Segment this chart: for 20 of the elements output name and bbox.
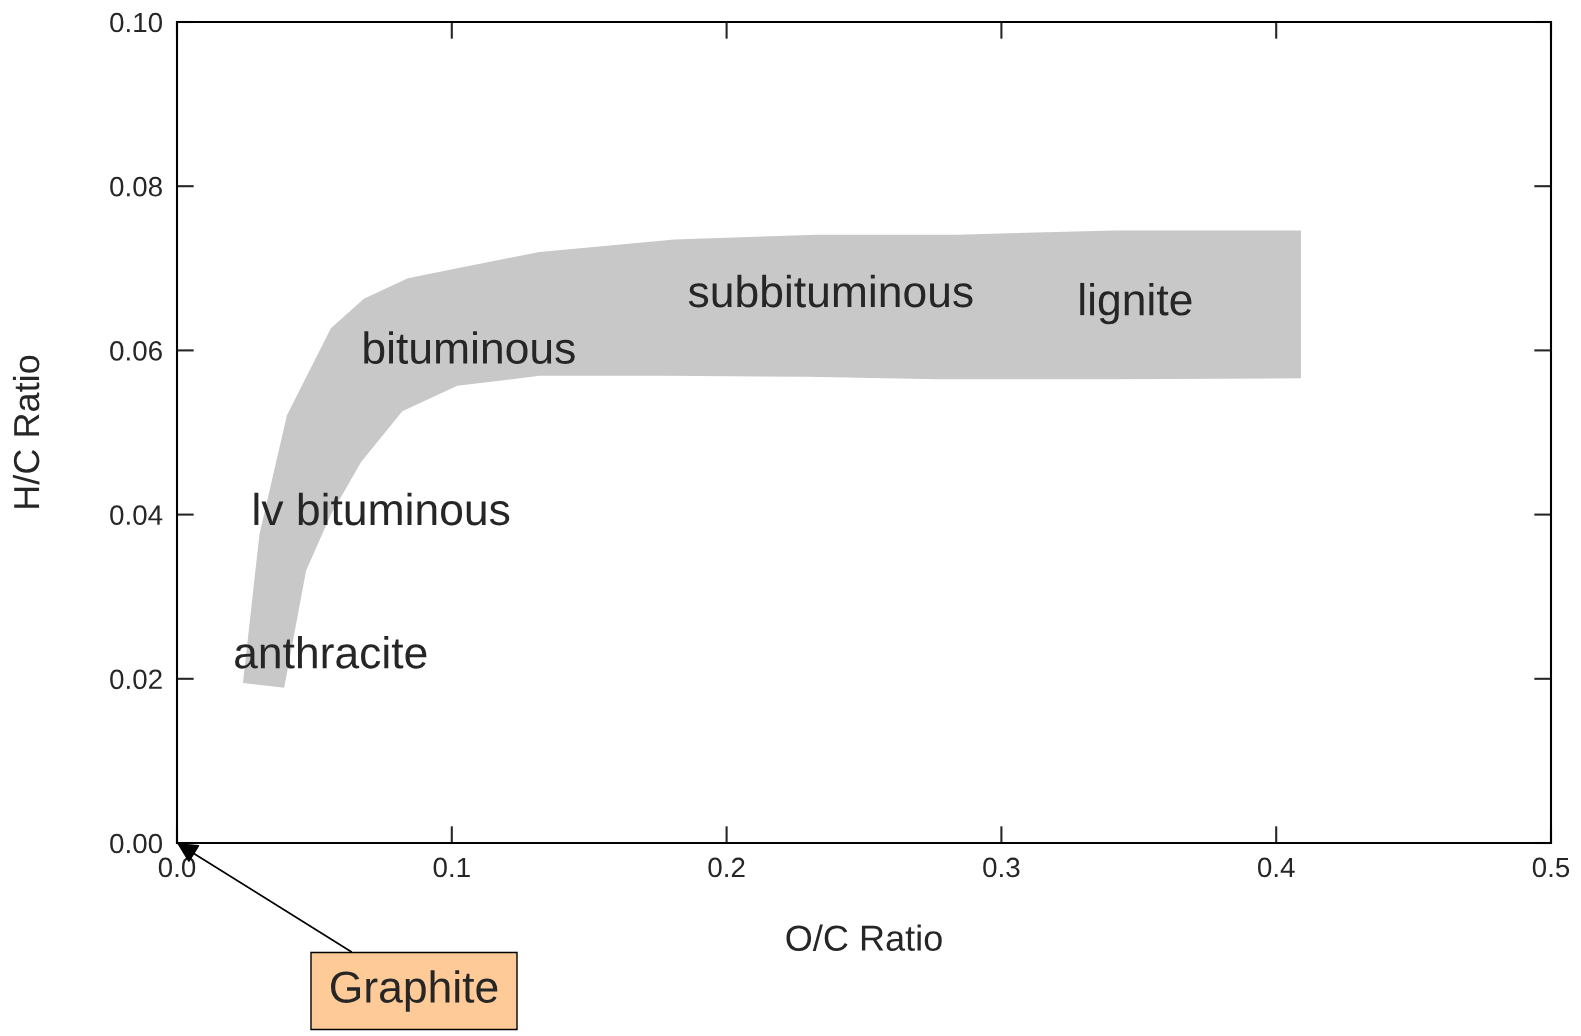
x-tick-label: 0.5 [1532, 857, 1570, 878]
x-tick-label: 0.4 [1257, 857, 1295, 878]
annotation: lignite [1080, 282, 1192, 325]
x-tick-label: 0.2 [708, 857, 745, 878]
y-axis-title: H/C Ratio [12, 355, 40, 508]
y-tick-label: 0.10 [110, 12, 163, 33]
x-tick-label: 0.1 [433, 857, 470, 878]
annotation: lv bituminous [254, 492, 510, 526]
x-tick-label: 0.3 [983, 857, 1020, 878]
y-tick-label: 0.00 [110, 833, 163, 854]
annotation: bituminous [364, 331, 575, 364]
annotation: subbituminous [688, 274, 973, 308]
text: Graphite [331, 970, 498, 1012]
y-tick-label: 0.02 [110, 669, 162, 690]
y-tick-label: 0.08 [110, 176, 162, 197]
y-tick-label: 0.06 [110, 341, 162, 361]
annotation: anthracite [235, 635, 427, 669]
y-tick-label: 0.04 [110, 505, 163, 525]
x-axis-title: O/C Ratio [786, 924, 942, 951]
x-tick-label: 0.0 [158, 857, 196, 878]
